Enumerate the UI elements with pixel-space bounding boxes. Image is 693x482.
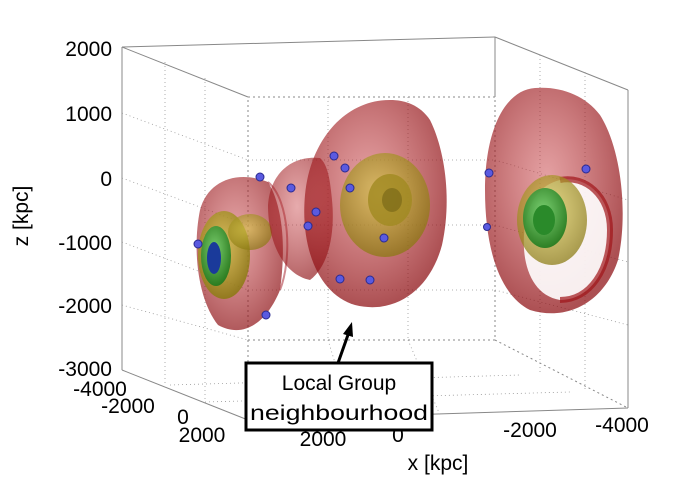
galaxy-point	[484, 168, 494, 178]
right-structure	[485, 87, 623, 314]
y-tick-label: -2000	[101, 395, 155, 418]
z-tick-label: -1000	[58, 232, 112, 255]
box-edge	[494, 36, 629, 91]
galaxy-point	[311, 207, 321, 217]
middle-structure	[268, 100, 447, 308]
y-tick-label: -4000	[73, 378, 127, 401]
annotation-line-2: neighbourhood	[250, 402, 428, 425]
z-tick-label: 0	[100, 168, 112, 191]
left-middle-lobe	[228, 214, 272, 250]
galaxy-point	[303, 221, 313, 231]
left-structure	[196, 177, 289, 331]
right-core	[533, 205, 555, 235]
grid-line	[121, 112, 249, 161]
z-axis-label: z [kpc]	[10, 186, 33, 247]
y-tick-label: 0	[177, 406, 189, 429]
galaxy-point	[581, 164, 591, 174]
galaxy-point	[255, 172, 265, 182]
galaxy-points	[193, 151, 591, 320]
z-tick-label: -3000	[58, 358, 112, 381]
galaxy-point	[335, 274, 345, 284]
annotation-line-1: Local Group	[282, 372, 396, 395]
galaxy-point	[345, 183, 355, 193]
right-shell-edge	[559, 176, 614, 303]
galaxy-point	[379, 233, 389, 243]
x-tick-label: -4000	[595, 414, 649, 437]
middle-core	[382, 188, 402, 212]
box-edge	[121, 36, 496, 48]
grid-line	[121, 304, 249, 341]
x-axis-label: x [kpc]	[408, 452, 469, 475]
x-tick-label: 0	[392, 424, 404, 447]
z-tick-label: 1000	[65, 103, 112, 126]
y-tick-labels: -4000 -2000 0 2000	[73, 378, 225, 447]
galaxy-point	[329, 151, 339, 161]
z-tick-label: -2000	[58, 295, 112, 318]
box-edge	[121, 46, 249, 98]
galaxy-point	[365, 275, 375, 285]
box-edge	[494, 339, 629, 409]
box-edge	[121, 369, 249, 421]
galaxy-point	[483, 223, 491, 231]
z-tick-label: 2000	[65, 38, 112, 61]
y-tick-label: 2000	[179, 424, 226, 447]
x-tick-label: -2000	[503, 419, 557, 442]
left-core	[207, 242, 221, 274]
z-tick-labels: 2000 1000 0 -1000 -2000 -3000	[58, 38, 112, 381]
x-tick-label: 2000	[300, 428, 347, 451]
annotation-arrow-line	[336, 331, 351, 364]
annotation: Local Group neighbourhood	[244, 322, 434, 432]
galaxy-point	[340, 163, 350, 173]
galaxy-point	[261, 310, 271, 320]
galaxy-point	[286, 183, 296, 193]
annotation-box	[244, 361, 434, 432]
x-tick-labels: 2000 0 -2000 -4000	[300, 414, 649, 451]
galaxy-point	[193, 239, 203, 249]
annotation-arrow-head	[343, 322, 353, 337]
